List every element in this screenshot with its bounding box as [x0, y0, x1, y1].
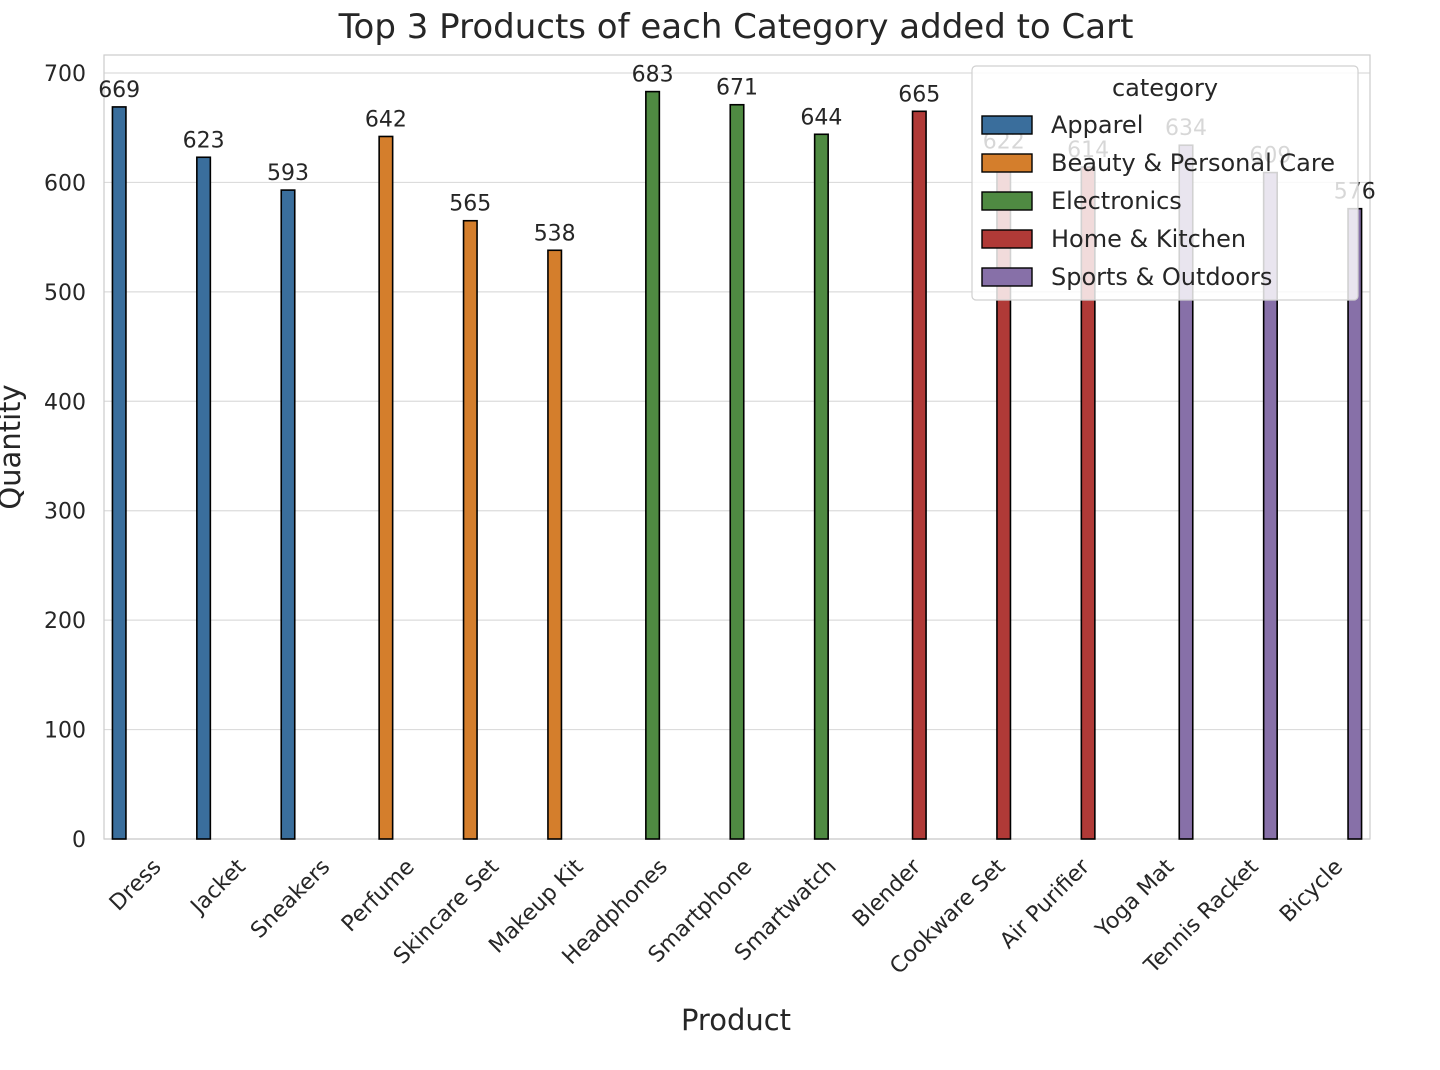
x-tick-label: Blender: [848, 854, 927, 933]
data-label: 565: [449, 192, 491, 217]
y-tick-label: 200: [44, 609, 86, 634]
x-tick-label: Yoga Mat: [1090, 854, 1179, 943]
bar: [378, 135, 394, 840]
x-axis-label: Product: [681, 1003, 791, 1037]
legend-swatch: [981, 153, 1033, 173]
bar: [280, 189, 296, 840]
legend-swatch: [981, 229, 1033, 249]
chart-title: Top 3 Products of each Category added to…: [338, 7, 1134, 47]
legend: category Apparel Beauty & Personal Care El…: [971, 65, 1359, 301]
bar: [547, 249, 563, 840]
x-tick-label: Bicycle: [1275, 855, 1348, 928]
legend-swatch: [981, 191, 1033, 211]
y-tick-label: 400: [44, 390, 86, 415]
data-label: 669: [98, 78, 140, 103]
y-tick-label: 0: [72, 828, 86, 853]
bar: [729, 103, 745, 840]
legend-label: Beauty & Personal Care: [1051, 149, 1335, 177]
data-label: 538: [534, 221, 576, 246]
data-label: 683: [632, 63, 674, 88]
bar: [645, 90, 661, 840]
legend-title: category: [1112, 74, 1218, 102]
x-tick-label: Dress: [105, 855, 166, 916]
y-tick-label: 300: [44, 500, 86, 525]
legend-swatch: [981, 115, 1033, 135]
x-tick-label: Perfume: [337, 855, 420, 938]
legend-swatch: [981, 267, 1033, 287]
bars: 6696235936425655386836716446656226146346…: [98, 63, 1376, 840]
x-tick-label: Air Purifier: [995, 854, 1095, 954]
x-tick-label: Jacket: [185, 854, 251, 920]
legend-label: Home & Kitchen: [1051, 225, 1246, 253]
bar: [813, 133, 829, 840]
bar: [911, 110, 927, 840]
data-label: 642: [365, 107, 407, 132]
y-tick-label: 500: [44, 281, 86, 306]
legend-label: Electronics: [1051, 187, 1182, 215]
y-tick-label: 700: [44, 62, 86, 87]
legend-label: Apparel: [1051, 111, 1143, 139]
y-tick-label: 100: [44, 719, 86, 744]
y-tick-label: 600: [44, 171, 86, 196]
legend-label: Sports & Outdoors: [1051, 263, 1272, 291]
y-axis-label: Quantity: [0, 384, 27, 509]
bar: [1347, 207, 1363, 840]
bar: [111, 106, 127, 840]
data-label: 644: [800, 105, 842, 130]
data-label: 593: [267, 161, 309, 186]
x-tick-label: Sneakers: [246, 855, 335, 944]
bar: [462, 219, 478, 840]
legend-box: [971, 65, 1359, 301]
data-label: 665: [898, 82, 940, 107]
data-label: 623: [183, 128, 225, 153]
bar: [196, 156, 212, 840]
data-label: 671: [716, 76, 758, 101]
y-axis-ticks: 0 100 200 300 400 500 600 700: [44, 62, 86, 853]
